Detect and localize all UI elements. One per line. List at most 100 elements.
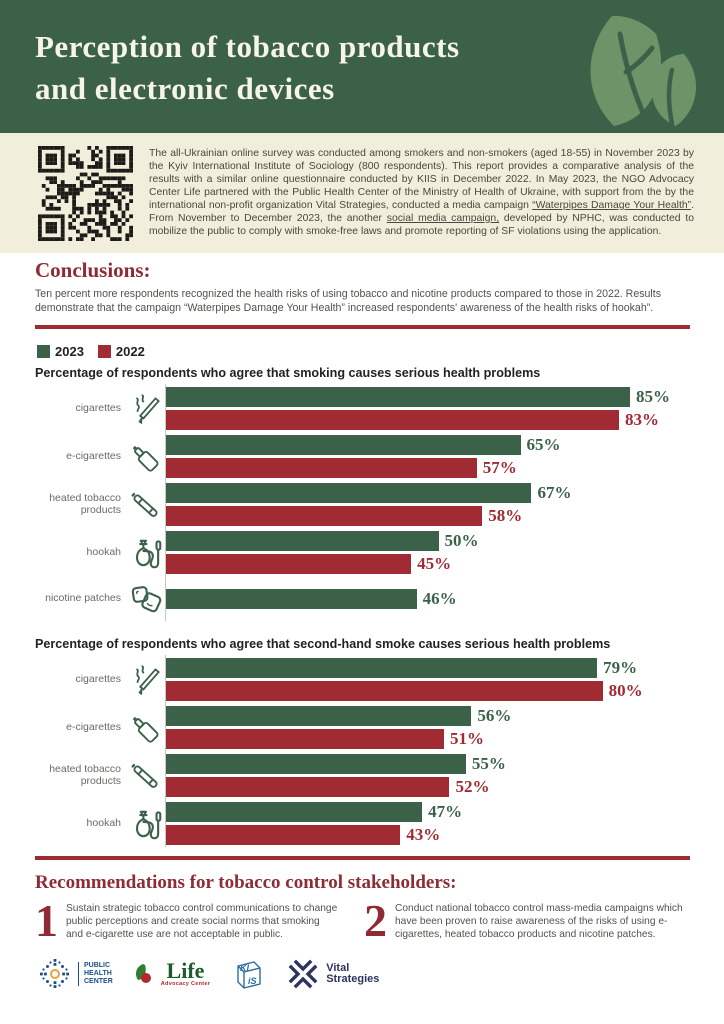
- value-label: 67%: [537, 483, 572, 502]
- value-label: 79%: [603, 658, 638, 677]
- recommendation-text: Sustain strategic tobacco control commun…: [66, 903, 338, 940]
- hookah-icon: [135, 539, 162, 568]
- legend-label: 2023: [55, 344, 84, 359]
- recommendation-item-2: 2 Conduct national tobacco control mass-…: [364, 895, 695, 946]
- conclusions-heading: Conclusions:: [35, 258, 151, 282]
- value-label: 57%: [482, 458, 517, 477]
- bar-2023-e-cigarettes: [165, 706, 472, 726]
- category-label: heated tobacco products: [49, 492, 121, 516]
- category-label: hookah: [86, 545, 121, 558]
- bar-row-2022: 43%: [165, 825, 712, 845]
- cigarette-icon: [136, 664, 160, 695]
- heated-tobacco-icon: [130, 490, 159, 518]
- header-banner: Perception of tobacco products and elect…: [0, 0, 724, 133]
- legend-swatch: [97, 345, 111, 358]
- chart-row-hookah: hookah 47% 43%: [35, 802, 712, 845]
- chart-row-nicotine-patches: nicotine patches 46%: [35, 579, 712, 619]
- bar-2022-hookah: [165, 554, 412, 574]
- chart-title: Percentage of respondents who agree that…: [35, 366, 541, 380]
- life-leaf-icon: [135, 964, 151, 983]
- value-label: 50%: [444, 531, 479, 550]
- category-label: cigarettes: [75, 401, 121, 414]
- category-label: nicotine patches: [45, 592, 121, 605]
- bar-2023-hookah: [165, 802, 423, 822]
- intro-text-2: . From November to December 2023, the an…: [149, 200, 694, 224]
- vital-knot-icon: [288, 959, 318, 989]
- bar-2023-cigarettes: [165, 387, 630, 407]
- value-label: 46%: [422, 589, 457, 608]
- e-cigarette-icon: [129, 712, 160, 744]
- chart-secondhand-smoke-health-problems: Percentage of respondents who agree that…: [35, 637, 712, 850]
- waterpipes-campaign-link[interactable]: “Waterpipes Damage Your Health”: [532, 200, 692, 211]
- value-label: 43%: [406, 825, 441, 844]
- recommendation-number: 2: [364, 895, 387, 946]
- intro-text-1: The all-Ukrainian online survey was cond…: [149, 148, 694, 211]
- bar-row-2023: 46%: [165, 589, 712, 609]
- intro-section: The all-Ukrainian online survey was cond…: [0, 133, 724, 253]
- bar-row-2023: 50%: [165, 531, 712, 551]
- bar-2022-heated-tobacco-products: [165, 506, 483, 526]
- phc-logo-text: PUBLIC HEALTH CENTER: [78, 962, 113, 986]
- svg-text:KI: KI: [240, 963, 249, 973]
- bar-row-2023: 65%: [165, 435, 712, 455]
- chart-row-e-cigarettes: e-cigarettes 56% 51%: [35, 706, 712, 749]
- bar-row-2023: 55%: [165, 754, 712, 774]
- bar-row-2023: 47%: [165, 802, 712, 822]
- bar-2022-heated-tobacco-products: [165, 777, 450, 797]
- heated-tobacco-icon: [130, 761, 159, 789]
- chart-smoking-health-problems: Percentage of respondents who agree that…: [35, 366, 712, 624]
- page-title-line1: Perception of tobacco products: [35, 29, 460, 64]
- divider-rule: [35, 325, 690, 329]
- category-label: e-cigarettes: [66, 720, 121, 733]
- recommendation-number: 1: [35, 895, 58, 946]
- recommendations-heading: Recommendations for tobacco control stak…: [35, 872, 457, 893]
- value-label: 51%: [449, 729, 484, 748]
- value-label: 45%: [417, 554, 452, 573]
- category-label: heated tobacco products: [49, 763, 121, 787]
- life-logo-text: Life: [166, 958, 205, 984]
- e-cigarette-icon: [129, 441, 160, 473]
- chart-row-heated-tobacco-products: heated tobacco products 55% 52%: [35, 754, 712, 797]
- leaf-icon: [590, 15, 696, 132]
- chart-row-cigarettes: cigarettes 79% 80%: [35, 658, 712, 701]
- value-label: 83%: [625, 410, 659, 429]
- page-title: Perception of tobacco products and elect…: [35, 26, 460, 110]
- bar-row-2022: 52%: [165, 777, 712, 797]
- recommendations-section: Recommendations for tobacco control stak…: [35, 872, 695, 946]
- bar-2022-hookah: [165, 825, 401, 845]
- kiis-cube-icon: KI iS: [237, 961, 261, 989]
- bar-2022-cigarettes: [165, 410, 619, 430]
- public-health-center-logo: PUBLIC HEALTH CENTER: [38, 957, 113, 991]
- bar-row-2022: 57%: [165, 458, 712, 478]
- qr-code: [38, 146, 133, 241]
- vital-logo-text: Vital Strategies: [326, 962, 380, 985]
- bar-2022-e-cigarettes: [165, 458, 477, 478]
- value-label: 55%: [471, 754, 506, 773]
- bar-row-2023: 67%: [165, 483, 712, 503]
- social-media-campaign-link[interactable]: social media campaign,: [386, 213, 500, 224]
- divider-rule: [35, 856, 690, 860]
- category-label: cigarettes: [75, 672, 121, 685]
- legend-item-2022: 2022: [97, 344, 145, 359]
- chart-row-hookah: hookah 50% 45%: [35, 531, 712, 574]
- chart-row-cigarettes: cigarettes 85% 83%: [35, 387, 712, 430]
- conclusions-section: Conclusions: Ten percent more respondent…: [35, 258, 690, 315]
- bar-2022-cigarettes: [165, 681, 603, 701]
- category-label: hookah: [86, 816, 121, 829]
- value-label: 52%: [455, 777, 490, 796]
- bar-2023-heated-tobacco-products: [165, 754, 466, 774]
- kiis-logo: KI iS: [230, 956, 266, 992]
- bar-2023-heated-tobacco-products: [165, 483, 532, 503]
- category-label: e-cigarettes: [66, 449, 121, 462]
- page-title-line2: and electronic devices: [35, 71, 335, 106]
- legend-swatch: [37, 345, 50, 358]
- hookah-icon: [135, 810, 162, 839]
- value-label: 85%: [635, 387, 670, 406]
- recommendation-text: Conduct national tobacco control mass-me…: [395, 903, 683, 940]
- nicotine-patches-icon: [131, 585, 163, 614]
- intro-text-3: developed by NPHC, was conducted to mobi…: [149, 213, 694, 237]
- conclusions-body: Ten percent more respondents recognized …: [35, 288, 661, 314]
- bar-row-2023: 85%: [165, 387, 712, 407]
- chart-row-heated-tobacco-products: heated tobacco products 67% 58%: [35, 483, 712, 526]
- recommendations-list: 1 Sustain strategic tobacco control comm…: [35, 895, 695, 946]
